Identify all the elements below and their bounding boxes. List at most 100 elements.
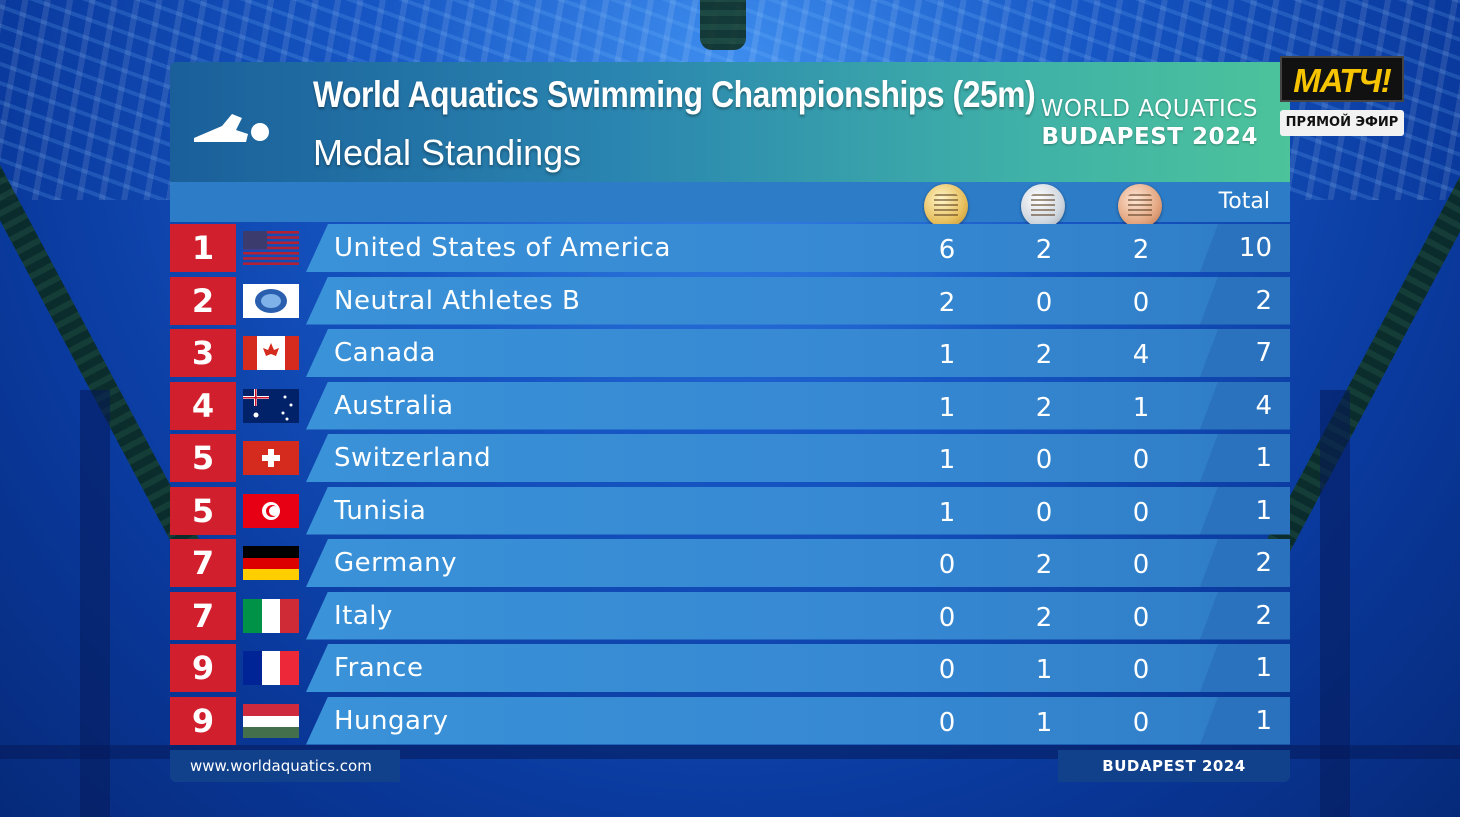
table-row: 2 Neutral Athletes B 2 0 0 2 [170,276,1290,325]
row-background [306,434,1290,482]
silver-count: 1 [1035,707,1053,738]
pool-floor-line [80,390,110,817]
column-header-row: Total [170,182,1290,228]
total-count: 1 [1255,495,1272,526]
silver-count: 2 [1035,340,1053,370]
country-name: Germany [334,548,458,578]
gold-count: 6 [938,235,956,265]
gold-count: 0 [938,550,956,580]
silver-count: 2 [1035,392,1053,423]
neutral-flag-icon [243,283,299,318]
bronze-count: 1 [1132,392,1150,423]
total-cell-background [1200,696,1290,745]
table-row: 3 Canada 1 2 4 7 [170,329,1290,377]
australia-flag-icon [243,388,299,423]
tunisia-flag-icon [243,493,299,528]
gold-count: 1 [938,340,956,370]
table-row: 9 France 0 1 0 1 [170,644,1290,692]
usa-flag-icon [243,231,299,265]
silver-count: 2 [1035,550,1053,580]
country-name: Hungary [334,705,449,736]
total-count: 7 [1255,338,1272,368]
rank-cell: 4 [170,381,236,430]
bronze-count: 4 [1132,340,1150,370]
brand-line-2: BUDAPEST 2024 [1041,124,1258,150]
switzerland-flag-icon [243,441,299,475]
total-cell-background [1200,644,1290,692]
row-background [306,644,1290,692]
bronze-count: 0 [1132,550,1150,580]
gold-count: 0 [938,602,956,633]
row-background [306,539,1290,587]
bronze-count: 0 [1132,602,1150,633]
country-name: United States of America [334,233,671,263]
bronze-count: 0 [1132,707,1150,738]
germany-flag-icon [243,546,299,580]
total-count: 1 [1255,653,1272,683]
total-cell-background [1200,224,1290,272]
gold-count: 0 [938,655,956,685]
row-background [306,381,1290,430]
rank-cell: 3 [170,329,236,377]
silver-count: 0 [1035,287,1053,318]
total-cell-background [1200,276,1290,325]
table-row: 4 Australia 1 2 1 4 [170,381,1290,430]
table-row: 5 Tunisia 1 0 0 1 [170,486,1290,535]
gold-medal-icon [924,184,968,228]
total-count: 1 [1255,705,1272,736]
broadcaster-logo: МАТЧ! [1280,56,1404,102]
row-background [306,276,1290,325]
hungary-flag-icon [243,703,299,738]
country-name: Australia [334,390,454,421]
rank-cell: 1 [170,224,236,272]
board-header: World Aquatics Swimming Championships (2… [170,62,1290,182]
country-name: Italy [334,600,393,631]
total-count: 2 [1255,600,1272,631]
total-cell-background [1200,486,1290,535]
bronze-medal-icon [1118,184,1162,228]
table-row: 1 United States of America 6 2 2 10 [170,224,1290,272]
event-footer: BUDAPEST 2024 [1058,750,1290,782]
country-name: France [334,653,424,683]
silver-count: 1 [1035,655,1053,685]
country-name: Canada [334,338,436,368]
total-cell-background [1200,591,1290,640]
rank-cell: 7 [170,591,236,640]
total-cell-background [1200,381,1290,430]
silver-count: 2 [1035,235,1053,265]
rank-cell: 5 [170,486,236,535]
total-count: 1 [1255,443,1272,473]
silver-medal-icon [1021,184,1065,228]
live-badge: ПРЯМОЙ ЭФИР [1280,110,1404,136]
table-row: 7 Germany 0 2 0 2 [170,539,1290,587]
total-cell-background [1200,434,1290,482]
row-background [306,329,1290,377]
table-row: 5 Switzerland 1 0 0 1 [170,434,1290,482]
brand-line-1: WORLD AQUATICS [1040,96,1258,122]
italy-flag-icon [243,598,299,633]
country-name: Switzerland [334,443,492,473]
total-cell-background [1200,329,1290,377]
country-name: Neutral Athletes B [334,285,581,316]
row-background [306,224,1290,272]
rank-cell: 5 [170,434,236,482]
country-name: Tunisia [334,495,427,526]
rank-cell: 2 [170,276,236,325]
gold-count: 1 [938,445,956,475]
total-column-label: Total [1218,189,1270,214]
bronze-count: 0 [1132,445,1150,475]
pool-floor-line [1320,390,1350,817]
silver-count: 0 [1035,497,1053,528]
row-background [306,591,1290,640]
table-row: 7 Italy 0 2 0 2 [170,591,1290,640]
total-count: 2 [1255,548,1272,578]
gold-count: 1 [938,392,956,423]
page-subtitle: Medal Standings [313,132,582,173]
silver-count: 2 [1035,602,1053,633]
gold-count: 0 [938,707,956,738]
total-count: 10 [1238,233,1272,263]
lane-rope-top [700,0,746,50]
silver-count: 0 [1035,445,1053,475]
row-background [306,696,1290,745]
swimmer-icon [194,114,269,142]
